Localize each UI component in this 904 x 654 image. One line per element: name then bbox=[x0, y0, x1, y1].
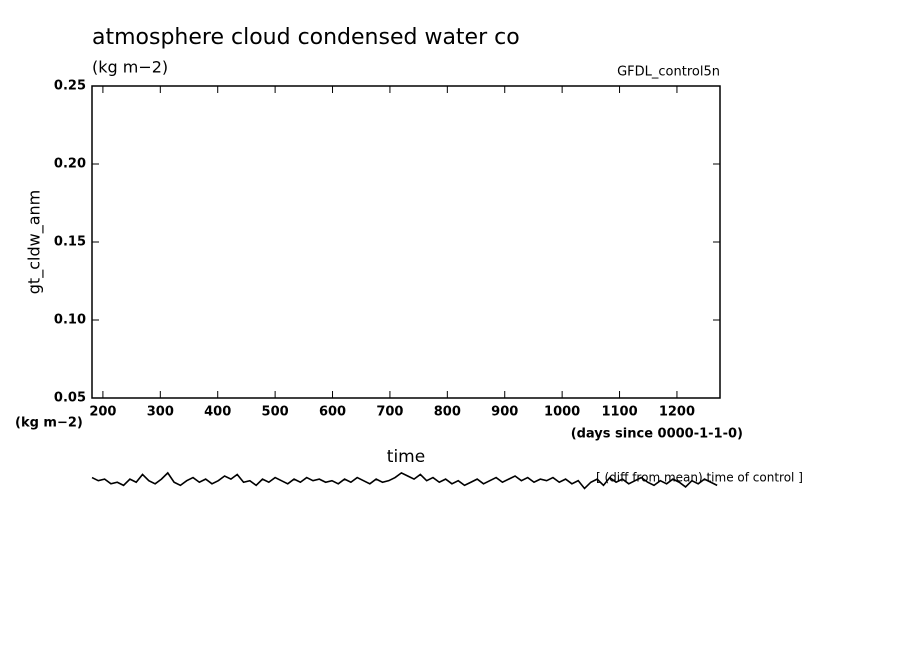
x-tick-label: 900 bbox=[491, 405, 518, 420]
y-tick-label: 0.15 bbox=[54, 235, 86, 250]
subtitle: (kg m−2) bbox=[92, 58, 168, 77]
x-tick-label: 1200 bbox=[659, 405, 695, 420]
y-tick-label: 0.10 bbox=[54, 313, 86, 328]
x-tick-label: 500 bbox=[262, 405, 289, 420]
y-axis-label: gt_cldw_anm bbox=[25, 190, 45, 294]
y-tick-label: 0.25 bbox=[54, 79, 86, 94]
x-tick-label: 700 bbox=[376, 405, 403, 420]
chart-title: atmosphere cloud condensed water co bbox=[92, 25, 520, 50]
x-tick-label: 300 bbox=[147, 405, 174, 420]
y-unit: (kg m−2) bbox=[15, 416, 83, 431]
y-tick-label: 0.20 bbox=[54, 157, 86, 172]
source: GFDL_control5n bbox=[617, 65, 720, 80]
x-axis-label: time bbox=[387, 447, 425, 467]
x-tick-label: 600 bbox=[319, 405, 346, 420]
x-unit: (days since 0000-1-1-0) bbox=[571, 427, 743, 442]
x-tick-label: 1000 bbox=[544, 405, 580, 420]
y-tick-label: 0.05 bbox=[54, 391, 86, 406]
x-tick-label: 400 bbox=[204, 405, 231, 420]
x-tick-label: 1100 bbox=[601, 405, 637, 420]
data-line bbox=[91, 471, 718, 490]
x-tick-label: 200 bbox=[89, 405, 116, 420]
x-tick-label: 800 bbox=[434, 405, 461, 420]
annotation: [ (diff from mean) time of control ] bbox=[596, 471, 803, 485]
